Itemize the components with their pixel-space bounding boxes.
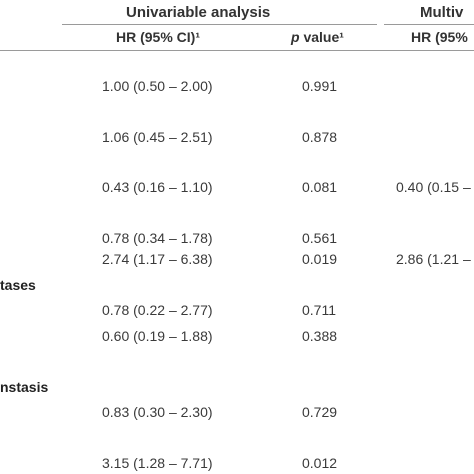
hr2-cell: 0.40 (0.15 – [396,179,471,195]
header-bottom-rule [0,50,474,51]
p-value-cell: 0.019 [302,251,338,267]
hr-column-header-2: HR (95% [411,29,468,45]
hr-cell: 0.60 (0.19 – 1.88) [102,328,213,344]
table-row: 0.43 (0.16 – 1.10) 0.081 0.40 (0.15 – [0,180,474,200]
p-value-cell: 0.991 [302,78,338,94]
hr-cell: 1.06 (0.45 – 2.51) [102,129,213,145]
table-row: 0.78 (0.34 – 1.78) 0.561 [0,231,474,251]
table-row: 0.78 (0.22 – 2.77) 0.711 [0,303,474,323]
p-value-cell: 0.729 [302,404,338,420]
p-value-cell: 0.561 [302,230,338,246]
p-value-cell: 0.012 [302,455,338,471]
table-row: 2.74 (1.17 – 6.38) 0.019 2.86 (1.21 – [0,252,474,272]
p-value-cell: 0.711 [302,302,336,318]
hr-column-header: HR (95% CI)¹ [116,29,201,45]
hr-cell: 0.43 (0.16 – 1.10) [102,179,213,195]
multivariable-spanner-rule [384,24,474,25]
univariable-header: Univariable analysis [126,4,271,21]
hr-cell: 2.74 (1.17 – 6.38) [102,251,213,267]
p-italic: p [291,29,300,45]
hr-cell: 0.78 (0.34 – 1.78) [102,230,213,246]
univariable-spanner-rule [62,24,377,25]
p-value-cell: 0.878 [302,129,338,145]
table-row: 0.60 (0.19 – 1.88) 0.388 [0,329,474,349]
p-value-column-header: p value¹ [291,30,344,44]
p-value-cell: 0.081 [302,179,338,195]
hr2-cell: 2.86 (1.21 – [396,251,471,267]
hr-cell: 0.78 (0.22 – 2.77) [102,302,213,318]
multivariable-header: Multiv [420,4,464,21]
p-value-suffix: value¹ [299,29,344,45]
p-value-cell: 0.388 [302,328,338,344]
row-group-label-metastases: tases [0,277,36,293]
row-group-label-metastasis: nstasis [0,379,49,395]
table-row: 0.83 (0.30 – 2.30) 0.729 [0,405,474,425]
hr-cell: 1.00 (0.50 – 2.00) [102,78,213,94]
table-row: 1.06 (0.45 – 2.51) 0.878 [0,130,474,150]
hr-cell: 0.83 (0.30 – 2.30) [102,404,213,420]
table-row: 1.00 (0.50 – 2.00) 0.991 [0,79,474,99]
hr-cell: 3.15 (1.28 – 7.71) [102,455,213,471]
table-row: 3.15 (1.28 – 7.71) 0.012 [0,456,474,474]
